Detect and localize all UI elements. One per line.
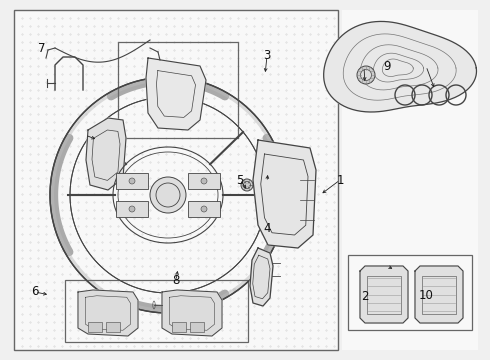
- Polygon shape: [253, 140, 316, 248]
- Text: 1: 1: [337, 174, 344, 186]
- Circle shape: [201, 206, 207, 212]
- Circle shape: [150, 177, 186, 213]
- Bar: [342, 10, 478, 350]
- Polygon shape: [324, 22, 476, 112]
- Text: 2: 2: [361, 291, 369, 303]
- Polygon shape: [86, 118, 126, 190]
- Circle shape: [241, 179, 253, 191]
- Bar: [188, 201, 220, 217]
- Polygon shape: [360, 266, 408, 323]
- Bar: [172, 322, 186, 332]
- Bar: [116, 201, 148, 217]
- Circle shape: [129, 178, 135, 184]
- Text: 5: 5: [236, 174, 244, 186]
- Bar: [106, 322, 120, 332]
- Bar: [118, 42, 238, 138]
- Text: 10: 10: [419, 289, 434, 302]
- Bar: [367, 276, 401, 314]
- Text: 4: 4: [263, 222, 271, 235]
- Bar: [14, 10, 338, 350]
- Bar: [188, 173, 220, 189]
- Bar: [348, 255, 472, 330]
- Text: 9: 9: [383, 60, 391, 73]
- Polygon shape: [250, 248, 273, 306]
- Bar: [422, 276, 456, 314]
- Circle shape: [361, 69, 371, 81]
- Text: 3: 3: [263, 49, 271, 62]
- Bar: [65, 280, 248, 342]
- Bar: [116, 173, 148, 189]
- Text: 6: 6: [31, 285, 39, 298]
- Polygon shape: [78, 290, 138, 336]
- Polygon shape: [415, 266, 463, 323]
- Polygon shape: [146, 58, 206, 130]
- Bar: [88, 322, 102, 332]
- Text: 8: 8: [172, 274, 180, 287]
- Circle shape: [357, 66, 375, 84]
- Circle shape: [129, 206, 135, 212]
- Text: 7: 7: [38, 42, 46, 55]
- Circle shape: [201, 178, 207, 184]
- Polygon shape: [162, 290, 222, 336]
- Bar: [190, 322, 204, 332]
